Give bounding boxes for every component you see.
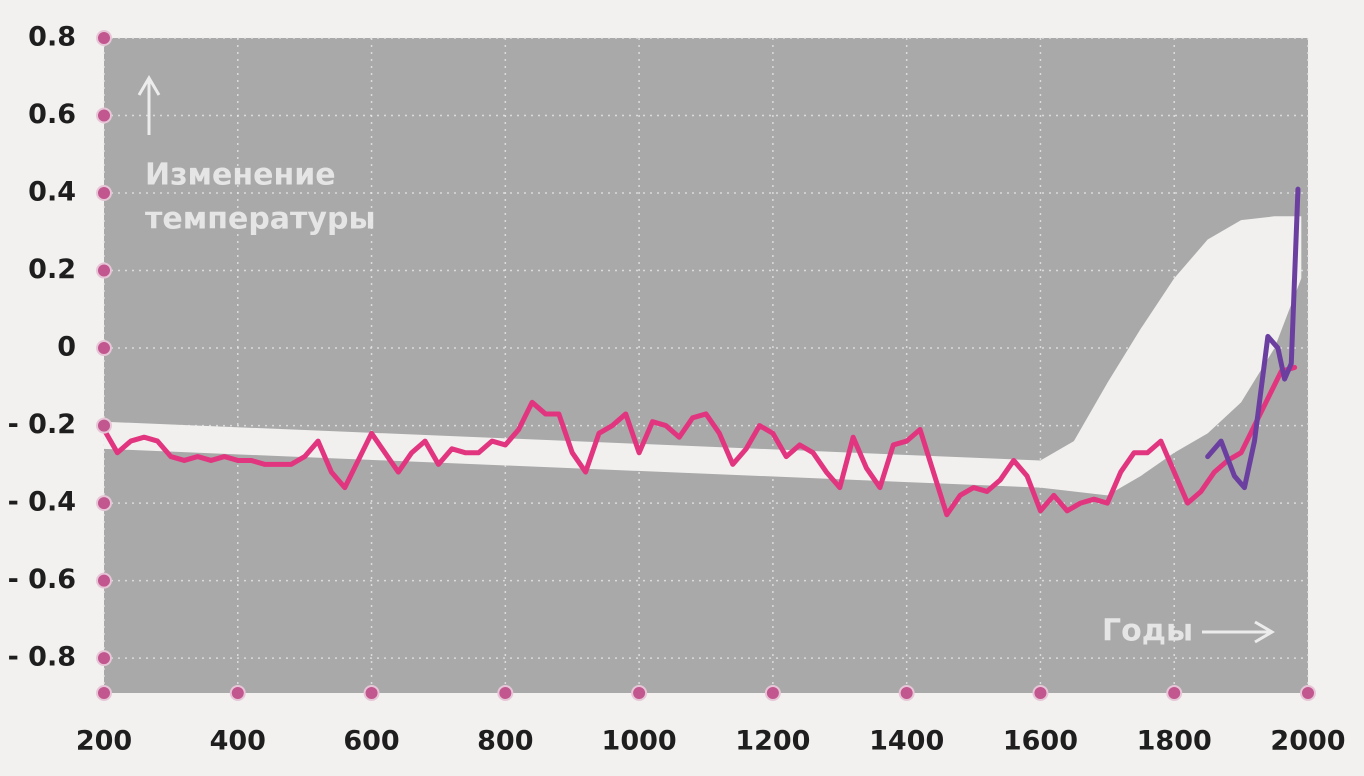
- x-tick-label: 1200: [735, 726, 810, 757]
- x-tick-dot: [229, 685, 246, 701]
- y-axis-label: температуры: [145, 202, 376, 237]
- y-tick-label: - 0.2: [8, 409, 76, 440]
- y-tick-dot: [96, 185, 112, 202]
- y-tick-label: - 0.6: [8, 564, 76, 595]
- y-arrow: [137, 75, 161, 135]
- y-tick-label: 0: [57, 332, 76, 363]
- y-tick-dot: [96, 340, 112, 357]
- x-tick-label: 2000: [1270, 726, 1345, 757]
- y-tick-label: 0.2: [28, 254, 76, 285]
- x-axis-label: Годы: [1102, 614, 1193, 649]
- series-line: [1205, 186, 1301, 491]
- x-tick-dot: [497, 685, 514, 701]
- y-tick-dot: [96, 495, 112, 512]
- x-tick-label: 400: [210, 726, 266, 757]
- y-tick-label: - 0.4: [8, 487, 76, 518]
- x-arrow: [1202, 620, 1275, 644]
- plot-background: [104, 38, 1308, 693]
- x-tick-label: 1000: [602, 726, 677, 757]
- y-tick-dot: [96, 572, 112, 589]
- x-tick-label: 1400: [869, 726, 944, 757]
- plot-area: 0.8 0.6 0.4 0.2 0 - 0.2 - 0.4 - 0.6 - 0.8 200 400 6…: [8, 22, 1346, 757]
- y-tick-label: 0.8: [28, 22, 76, 53]
- x-tick-dot: [1166, 685, 1183, 701]
- y-tick-label: 0.4: [28, 177, 76, 208]
- x-tick-dot: [1032, 685, 1049, 701]
- x-tick-dot: [96, 685, 112, 701]
- x-tick-dot: [631, 685, 648, 701]
- y-tick-dot: [96, 107, 112, 124]
- x-tick-dot: [1300, 685, 1316, 701]
- x-tick-label: 1800: [1137, 726, 1212, 757]
- x-tick-dot: [898, 685, 915, 701]
- series-line: [101, 364, 1298, 518]
- x-tick-dot: [764, 685, 781, 701]
- y-tick-dot: [96, 30, 112, 46]
- x-tick-label: 200: [76, 726, 132, 757]
- x-tick-label: 1600: [1003, 726, 1078, 757]
- x-tick-label: 800: [477, 726, 533, 757]
- y-tick-dot: [96, 650, 112, 667]
- y-tick-dot: [96, 417, 112, 434]
- x-tick-label: 600: [343, 726, 399, 757]
- y-axis-label: Изменение: [145, 158, 336, 193]
- y-tick-label: - 0.8: [8, 642, 76, 673]
- x-tick-dot: [363, 685, 380, 701]
- y-tick-dot: [96, 262, 112, 279]
- y-tick-label: 0.6: [28, 99, 76, 130]
